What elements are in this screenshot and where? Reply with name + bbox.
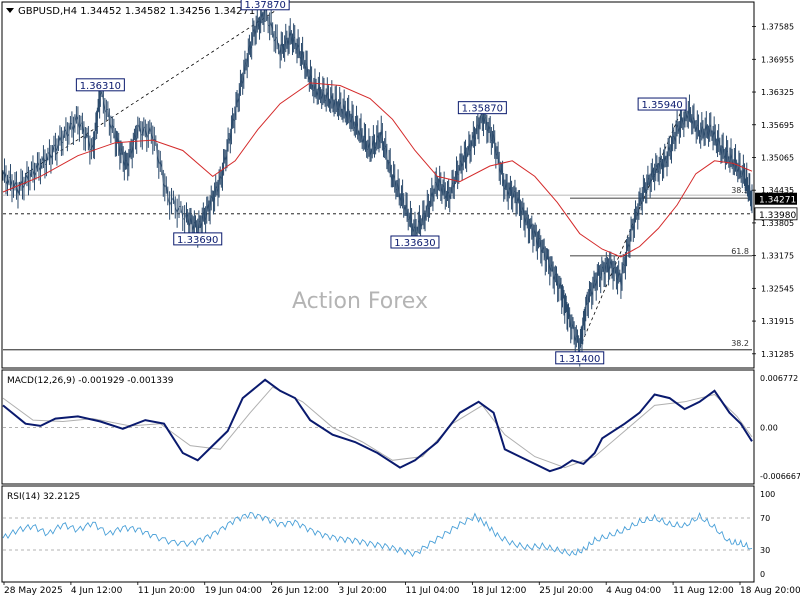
price-plot: 38.2 61.8 38.2 1.36310 1.37870 1.33690 1.35870… (2, 0, 753, 367)
y-tick-label: 1.36325 (761, 88, 794, 97)
current-price-box (755, 192, 797, 205)
x-tick-label: 11 Aug 12:00 (673, 586, 734, 596)
y-tick-label: 1.36955 (761, 55, 794, 64)
swing-label: 1.31400 (559, 354, 600, 365)
x-tick-label: 28 May 2025 (4, 586, 63, 596)
watermark: Action Forex (292, 289, 428, 314)
symbol-header: GBPUSD,H4 1.34452 1.34582 1.34256 1.3427… (18, 6, 255, 17)
macd-y-tick-label: 0.006772 (760, 374, 798, 383)
y-tick-label: 1.34435 (761, 186, 794, 195)
macd-main-line (2, 378, 753, 473)
rsi-y-tick-label: 30 (760, 546, 770, 555)
fib-label: 38.2 (731, 339, 749, 348)
swing-label-box (390, 235, 440, 249)
y-tick-label: 1.37585 (761, 23, 794, 32)
hline-price-label: 1.33980 (759, 211, 796, 221)
ma-line (2, 82, 753, 258)
x-tick-label: 4 Jun 12:00 (71, 586, 123, 596)
macd-y-tick-label: -0.006667 (760, 472, 800, 481)
swing-label-box (75, 78, 125, 92)
swing-label-box (240, 0, 290, 11)
swing-label: 1.33630 (394, 238, 435, 249)
macd-plot (2, 378, 753, 473)
hline-price-box (754, 207, 798, 221)
y-tick-label: 1.32545 (761, 284, 794, 293)
swing-label: 1.35940 (641, 100, 682, 111)
rsi-panel-frame (1, 485, 755, 583)
y-tick-label: 1.31915 (761, 317, 794, 326)
swing-label-box (457, 101, 507, 115)
rsi-y-tick-label: 0 (760, 570, 765, 579)
swing-label-box (555, 351, 605, 365)
macd-y-tick-label: 0.00 (760, 423, 778, 432)
rsi-plot (2, 511, 753, 558)
y-tick-label: 1.35695 (761, 121, 794, 130)
swing-label-box (173, 232, 223, 246)
x-tick-label: 4 Aug 04:00 (606, 586, 661, 596)
swing-label: 1.33690 (177, 235, 218, 246)
macd-label: MACD(12,26,9) -0.001929 -0.001339 (7, 376, 174, 386)
price-line (2, 7, 753, 353)
fib-label: 61.8 (731, 247, 749, 256)
fib-label: 38.2 (731, 186, 749, 195)
x-tick-label: 3 Jul 20:00 (339, 586, 388, 596)
rsi-y-tick-label: 100 (760, 490, 775, 499)
swing-label-box (637, 97, 687, 111)
rsi-line (2, 511, 753, 558)
x-tick-label: 18 Aug 20:00 (740, 586, 800, 596)
y-tick-label: 1.31285 (761, 350, 794, 359)
current-price-label: 1.34271 (759, 196, 796, 206)
x-tick-label: 25 Jul 20:00 (539, 586, 593, 596)
x-tick-label: 26 Jun 12:00 (272, 586, 329, 596)
swing-label: 1.35870 (462, 104, 503, 115)
y-tick-label: 1.33175 (761, 252, 794, 261)
swing-label: 1.36310 (80, 81, 121, 92)
y-tick-label: 1.33805 (761, 219, 794, 228)
y-tick-label: 1.35065 (761, 153, 794, 162)
x-tick-label: 19 Jun 04:00 (205, 586, 262, 596)
rsi-y-tick-label: 70 (760, 514, 770, 523)
swing-label: 1.37870 (244, 0, 285, 11)
triangle-down-icon[interactable] (6, 8, 14, 13)
price-panel-frame (1, 1, 755, 369)
x-tick-label: 18 Jul 12:00 (472, 586, 526, 596)
axes: 1.37585 1.36955 1.36325 1.35695 1.35065 1.344… (3, 23, 800, 596)
rsi-label: RSI(14) 32.2125 (7, 492, 80, 502)
x-tick-label: 11 Jun 20:00 (138, 586, 195, 596)
macd-signal-line (2, 386, 753, 469)
x-tick-label: 11 Jul 04:00 (405, 586, 459, 596)
